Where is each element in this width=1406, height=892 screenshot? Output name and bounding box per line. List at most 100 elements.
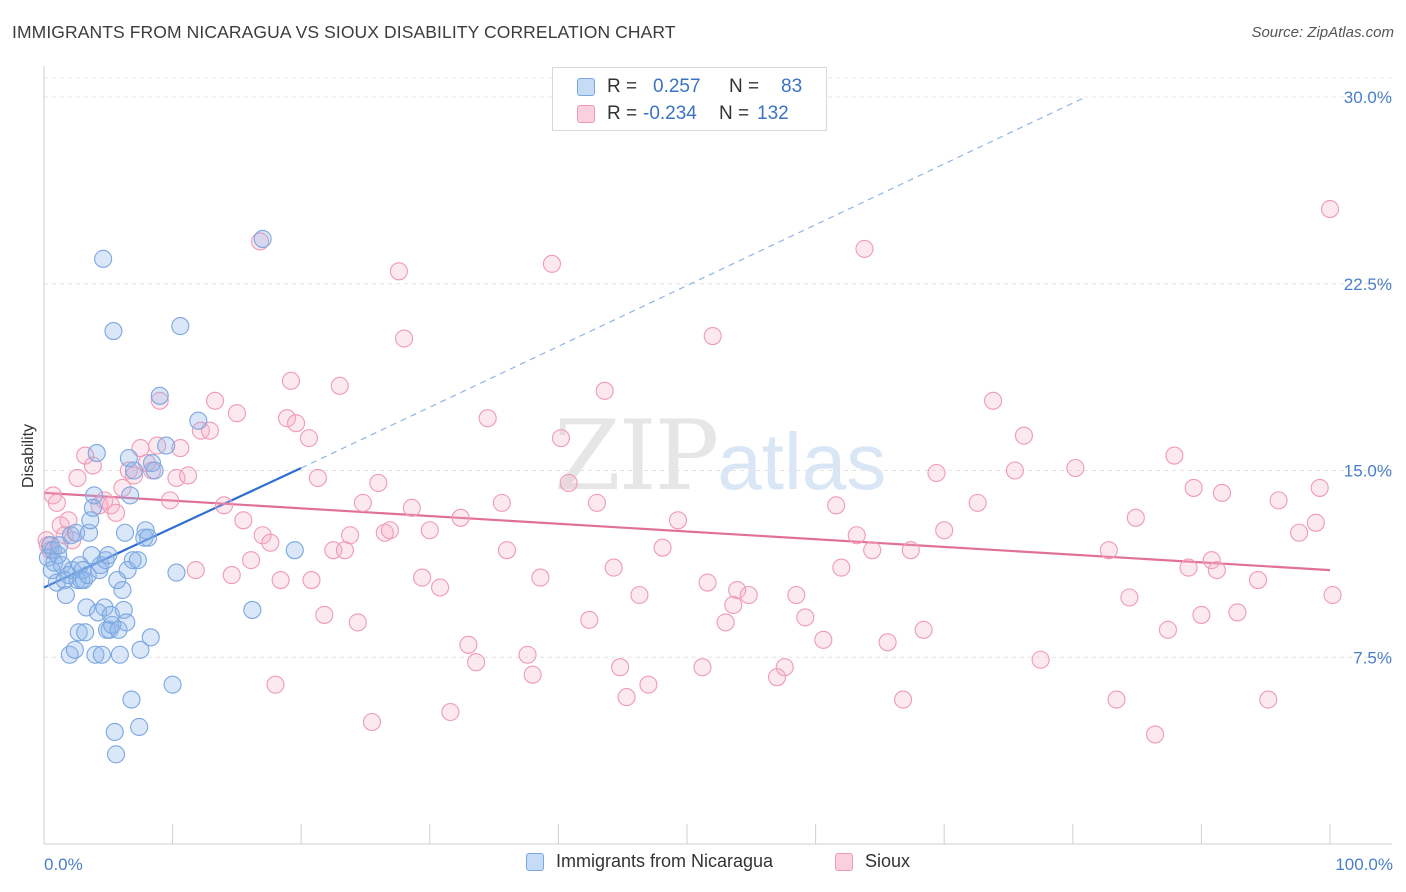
- point-nicaragua: [124, 461, 144, 480]
- point-sioux: [739, 585, 758, 605]
- point-sioux: [1146, 725, 1165, 744]
- point-sioux: [375, 523, 394, 542]
- point-sioux: [68, 468, 87, 488]
- point-sioux: [106, 503, 126, 522]
- point-sioux: [1310, 478, 1329, 497]
- legend-item-sioux[interactable]: Sioux: [835, 851, 910, 872]
- watermark-zip: ZIP: [554, 400, 719, 512]
- point-sioux: [1158, 620, 1178, 639]
- point-nicaragua: [65, 640, 84, 659]
- point-sioux: [595, 381, 614, 400]
- point-nicaragua: [96, 551, 115, 570]
- point-nicaragua: [117, 613, 136, 632]
- trendline-sioux: [43, 491, 1331, 572]
- point-nicaragua: [104, 322, 123, 341]
- legend-swatch-nicaragua: [577, 78, 595, 96]
- legend-swatch-sioux: [835, 852, 853, 871]
- point-sioux: [308, 468, 327, 488]
- point-sioux: [814, 630, 833, 649]
- point-nicaragua: [130, 717, 149, 737]
- point-sioux: [587, 493, 607, 512]
- point-sioux: [413, 568, 432, 587]
- x-tick-label: 0.0%: [44, 855, 83, 874]
- legend-item-nicaragua[interactable]: Immigrants from Nicaragua: [526, 851, 773, 872]
- point-nicaragua: [110, 645, 129, 664]
- point-sioux: [222, 566, 241, 585]
- point-nicaragua: [50, 536, 69, 555]
- point-sioux: [271, 571, 290, 590]
- point-nicaragua: [145, 461, 164, 480]
- point-sioux: [1066, 458, 1085, 478]
- legend-swatch-nicaragua: [526, 852, 544, 871]
- point-sioux: [1323, 585, 1342, 605]
- point-sioux: [518, 645, 537, 664]
- point-sioux: [775, 658, 794, 677]
- point-sioux: [787, 585, 806, 605]
- point-sioux: [369, 473, 388, 493]
- point-sioux: [171, 439, 190, 458]
- point-nicaragua: [94, 249, 113, 268]
- point-nicaragua: [77, 598, 96, 617]
- point-nicaragua: [121, 486, 140, 505]
- point-nicaragua: [67, 523, 86, 542]
- point-sioux: [863, 541, 882, 560]
- point-sioux: [604, 558, 623, 577]
- legend-n-value: 132: [757, 103, 789, 124]
- point-nicaragua: [253, 229, 272, 248]
- point-sioux: [551, 429, 571, 448]
- point-sioux: [653, 538, 672, 557]
- point-sioux: [827, 496, 846, 515]
- point-nicaragua: [163, 675, 182, 694]
- point-sioux: [459, 635, 478, 654]
- point-sioux: [420, 521, 439, 540]
- point-sioux: [1202, 551, 1221, 570]
- point-sioux: [478, 409, 497, 428]
- point-sioux: [341, 526, 360, 545]
- point-sioux: [348, 613, 367, 632]
- legend-swatch-sioux: [577, 105, 595, 123]
- point-sioux: [1269, 491, 1288, 510]
- point-sioux: [299, 429, 318, 448]
- x-tick-label: 100.0%: [1335, 855, 1393, 874]
- point-sioux: [395, 329, 414, 348]
- point-sioux: [1184, 478, 1203, 497]
- point-nicaragua: [171, 317, 190, 336]
- point-sioux: [559, 473, 578, 493]
- point-sioux: [523, 665, 542, 684]
- point-sioux: [1014, 426, 1033, 445]
- point-sioux: [847, 526, 866, 545]
- point-sioux: [1290, 523, 1309, 542]
- point-sioux: [261, 533, 280, 552]
- axes: [43, 66, 1392, 845]
- trendline-nicaragua-extension: [300, 96, 1086, 469]
- point-nicaragua: [86, 645, 105, 664]
- point-sioux: [1306, 513, 1325, 532]
- point-nicaragua: [150, 386, 169, 405]
- point-nicaragua: [157, 436, 176, 455]
- point-sioux: [1228, 603, 1247, 622]
- point-sioux: [724, 595, 743, 615]
- point-sioux: [1031, 650, 1050, 669]
- point-nicaragua: [56, 585, 75, 605]
- point-nicaragua: [123, 551, 142, 570]
- point-sioux: [1179, 558, 1198, 577]
- point-nicaragua: [139, 528, 158, 547]
- point-sioux: [441, 702, 460, 722]
- point-sioux: [542, 254, 562, 273]
- axis-labels: 7.5% 15.0% 22.5% 30.0% 0.0% 100.0% Disability: [20, 88, 1393, 874]
- point-sioux: [227, 404, 246, 423]
- watermark: ZIPatlas: [554, 400, 886, 512]
- point-nicaragua: [113, 580, 132, 600]
- point-sioux: [703, 326, 722, 346]
- point-sioux: [531, 568, 550, 587]
- point-sioux: [580, 610, 599, 629]
- watermark-atlas: atlas: [717, 417, 887, 506]
- point-sioux: [113, 478, 132, 497]
- point-sioux: [611, 658, 630, 677]
- point-nicaragua: [136, 521, 155, 540]
- point-sioux: [1120, 588, 1139, 607]
- chart-title: IMMIGRANTS FROM NICARAGUA VS SIOUX DISAB…: [12, 22, 676, 42]
- point-sioux: [728, 580, 747, 600]
- point-sioux: [796, 608, 815, 627]
